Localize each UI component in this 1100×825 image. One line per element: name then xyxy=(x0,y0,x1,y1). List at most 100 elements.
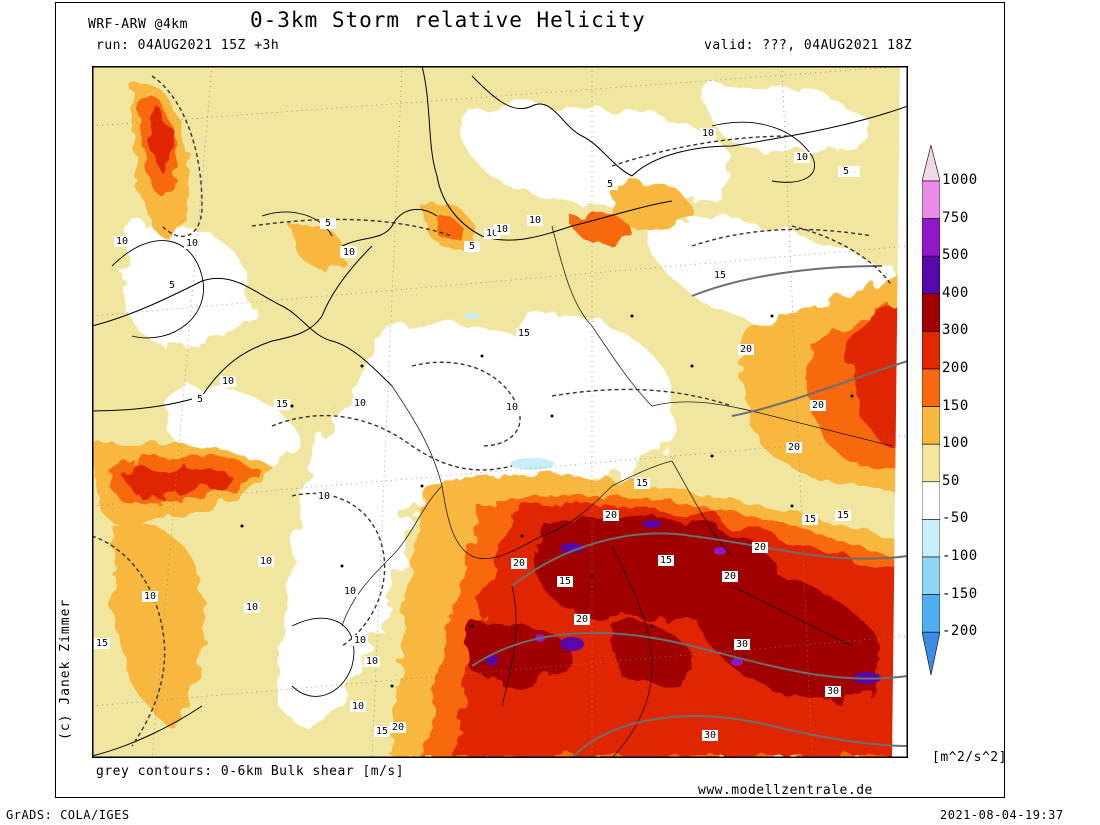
contour-label-bg xyxy=(352,635,368,646)
contour-label-bg xyxy=(634,478,650,489)
colorbar-tick-label: 500 xyxy=(942,247,969,264)
contour-label: 20 xyxy=(724,571,736,582)
contour-label-bg xyxy=(244,602,260,613)
contour-label-bg xyxy=(602,179,618,190)
contour-label-bg xyxy=(274,399,290,410)
contour-label: 15 xyxy=(636,478,648,489)
contour-label: 20 xyxy=(605,510,617,521)
colorbar-swatch xyxy=(922,594,940,633)
contours-note: grey contours: 0-6km Bulk shear [m/s] xyxy=(96,764,405,779)
contour-label: 10 xyxy=(186,238,198,249)
contour-label-bg xyxy=(184,238,200,249)
contour-label: 10 xyxy=(318,491,330,502)
contour-labels: 1010551010510105105510105151010101515202… xyxy=(94,128,860,741)
contour-label-bg xyxy=(738,344,754,355)
contour-label-bg xyxy=(702,730,718,741)
contour-label: 5 xyxy=(469,241,475,252)
contour-label: 20 xyxy=(788,442,800,453)
graticule xyxy=(92,66,908,758)
colorbar-tick-label: 300 xyxy=(942,322,969,339)
colorbar-swatch xyxy=(922,255,940,295)
contour-label-bg xyxy=(700,128,716,139)
colorbar-swatch xyxy=(922,331,940,370)
contour-label-bg xyxy=(494,224,510,235)
contour-label: 15 xyxy=(376,726,388,737)
contour-label-bg xyxy=(504,402,520,413)
contour-label: 5 xyxy=(197,394,203,405)
colorbar-tick-label: 200 xyxy=(942,360,969,376)
colorbar-tick-label: -150 xyxy=(942,585,978,602)
contour-label: 10 xyxy=(246,602,258,613)
contour-label: 20 xyxy=(812,400,824,411)
contour-label: 15 xyxy=(276,399,288,410)
city-dots xyxy=(240,314,854,688)
contour-label-bg xyxy=(838,166,854,177)
colorbar-swatch xyxy=(922,218,940,257)
contour-label: 10 xyxy=(352,701,364,712)
contour-label: 10 xyxy=(529,215,541,226)
contour-label: 15 xyxy=(559,576,571,587)
contour-label-bg xyxy=(320,218,336,229)
colorbar-tick-label: 400 xyxy=(942,284,969,301)
contour-label-bg xyxy=(352,398,368,409)
contour-label: 5 xyxy=(325,218,331,229)
contour-label-bg xyxy=(658,555,674,566)
contour-label-bg xyxy=(734,639,750,650)
contour-label-bg xyxy=(316,491,332,502)
contour-label: 15 xyxy=(660,555,672,566)
colorbar-unit: [m^2/s^2] xyxy=(932,750,1007,765)
colorbar-bottom-arrow xyxy=(922,631,940,675)
dashed-contours xyxy=(92,75,893,747)
colorbar-swatch xyxy=(922,519,940,558)
contour-label: 10 xyxy=(343,247,355,258)
contour-label: 10 xyxy=(260,556,272,567)
contour-label-bg xyxy=(712,270,728,281)
field-negative xyxy=(464,313,554,470)
model-label: WRF-ARW @4km xyxy=(88,17,188,32)
contour-label: 10 xyxy=(344,586,356,597)
colorbar-swatch xyxy=(922,180,940,219)
contour-label-bg xyxy=(603,510,619,521)
contour-label-bg xyxy=(516,328,532,339)
contour-label: 20 xyxy=(576,614,588,625)
colorbar-tick-label: 50 xyxy=(942,472,960,489)
contour-label: 20 xyxy=(392,722,404,733)
contour-label-bg xyxy=(557,576,573,587)
field-below-50 xyxy=(122,83,908,724)
colorbar-swatch xyxy=(922,368,940,407)
domain-edge xyxy=(892,66,908,758)
borders xyxy=(341,225,893,758)
contour-label-bg xyxy=(484,228,500,239)
colorbar-swatch xyxy=(922,481,940,520)
contour-label: 30 xyxy=(827,686,839,697)
thin-contours xyxy=(111,121,815,697)
contour-label-bg xyxy=(258,556,274,567)
contour-label-bg xyxy=(192,394,208,405)
colorbar-tick-label: 100 xyxy=(942,435,969,452)
grads-credit: GrADS: COLA/IGES xyxy=(6,808,130,822)
contour-label-bg xyxy=(574,614,590,625)
colorbar-tick-label: 150 xyxy=(942,397,969,414)
contour-label: 15 xyxy=(804,514,816,525)
valid-label: valid: ???, 04AUG2021 18Z xyxy=(704,38,913,53)
contour-label: 10 xyxy=(796,152,808,163)
colorbar-tick-label: 1000 xyxy=(942,172,978,188)
contour-label: 15 xyxy=(837,510,849,521)
contour-label: 15 xyxy=(714,270,726,281)
website-label: www.modellzentrale.de xyxy=(698,783,873,798)
contour-label: 20 xyxy=(513,558,525,569)
helicity-map: 1010551010510105105510105151010101515202… xyxy=(92,66,908,758)
shear-contours xyxy=(471,265,908,758)
contour-label-bg xyxy=(835,510,851,521)
contour-label: 15 xyxy=(96,638,108,649)
contour-label: 10 xyxy=(116,236,128,247)
contour-label: 10 xyxy=(496,224,508,235)
contour-label: 10 xyxy=(366,656,378,667)
field-500 xyxy=(535,547,743,666)
contour-label: 10 xyxy=(144,591,156,602)
contour-label-bg xyxy=(511,558,527,569)
contour-label: 10 xyxy=(702,128,714,139)
contour-label-bg xyxy=(722,571,738,582)
colorbar-swatch xyxy=(922,293,940,332)
contour-label-bg xyxy=(341,247,357,258)
